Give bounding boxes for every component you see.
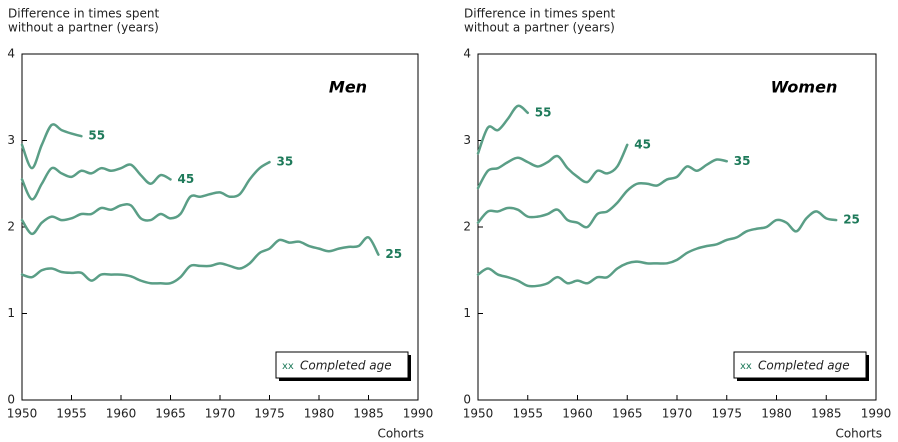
series-label: 35 xyxy=(734,154,751,168)
series-line xyxy=(476,104,529,155)
x-tick-label: 1990 xyxy=(861,407,892,421)
legend-box xyxy=(275,351,409,379)
x-axis-label: Cohorts xyxy=(835,427,882,441)
x-tick-label: 1955 xyxy=(512,407,543,421)
y-axis-label: Difference in times spent xyxy=(464,7,615,21)
x-axis-label: Cohorts xyxy=(377,427,424,441)
series-line xyxy=(20,160,271,236)
legend-marker: xx xyxy=(740,361,752,372)
x-tick-label: 1955 xyxy=(56,407,87,421)
x-tick-label: 1965 xyxy=(612,407,643,421)
x-tick-label: 1950 xyxy=(7,407,38,421)
series-label: 55 xyxy=(88,129,105,143)
x-tick-label: 1990 xyxy=(403,407,434,421)
legend-text: Completed age xyxy=(300,359,392,373)
y-axis-label: without a partner (years) xyxy=(464,21,615,35)
y-tick-label: 2 xyxy=(7,220,15,234)
legend-marker: xx xyxy=(282,361,294,372)
y-tick-label: 1 xyxy=(463,306,471,320)
series-label: 55 xyxy=(535,105,552,119)
series-label: 35 xyxy=(277,155,294,169)
x-tick-label: 1960 xyxy=(106,407,137,421)
y-tick-label: 1 xyxy=(7,306,15,320)
series-line xyxy=(476,158,728,229)
x-tick-label: 1970 xyxy=(205,407,236,421)
y-tick-label: 4 xyxy=(7,47,15,61)
panel-title: Women xyxy=(771,78,838,97)
series-label: 25 xyxy=(843,213,860,227)
series-line xyxy=(20,163,172,201)
plot-frame xyxy=(21,53,419,401)
y-tick-label: 2 xyxy=(463,220,471,234)
x-tick-label: 1950 xyxy=(463,407,494,421)
y-tick-label: 3 xyxy=(7,133,15,147)
series-label: 45 xyxy=(178,172,195,186)
y-tick-label: 3 xyxy=(463,133,471,147)
x-tick-label: 1980 xyxy=(761,407,792,421)
x-tick-label: 1980 xyxy=(304,407,335,421)
x-tick-label: 1975 xyxy=(711,407,742,421)
series-label: 45 xyxy=(634,137,651,151)
x-tick-label: 1970 xyxy=(662,407,693,421)
y-tick-label: 4 xyxy=(463,47,471,61)
x-tick-label: 1965 xyxy=(155,407,186,421)
y-tick-label: 0 xyxy=(463,393,471,407)
x-tick-label: 1975 xyxy=(254,407,285,421)
x-tick-label: 1985 xyxy=(811,407,842,421)
y-tick-label: 0 xyxy=(7,393,15,407)
series-label: 25 xyxy=(385,247,402,261)
y-axis-label: Difference in times spent xyxy=(8,7,159,21)
series-line xyxy=(476,210,838,288)
legend-box xyxy=(733,351,867,379)
x-tick-label: 1985 xyxy=(353,407,384,421)
legend-text: Completed age xyxy=(758,359,850,373)
panel-title: Men xyxy=(329,78,367,97)
series-line xyxy=(20,236,380,285)
y-axis-label: without a partner (years) xyxy=(8,21,159,35)
series-line xyxy=(20,123,83,170)
x-tick-label: 1960 xyxy=(562,407,593,421)
series-line xyxy=(476,143,629,190)
